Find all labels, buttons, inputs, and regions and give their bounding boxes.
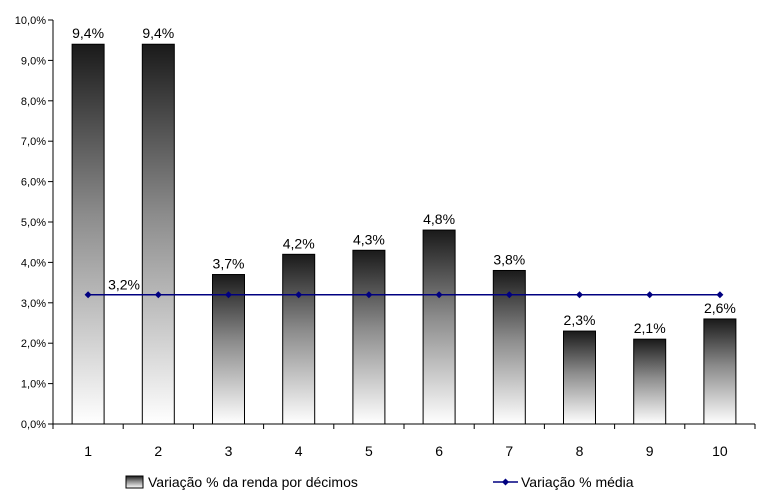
- bar: [141, 43, 175, 425]
- bar-data-label: 4,8%: [423, 211, 455, 227]
- y-tick-label: 8,0%: [21, 96, 46, 108]
- y-axis: 0,0% 1,0% 2,0% 3,0% 4,0% 5,0% 6,0% 7,0% 8,0% 9,0%…: [15, 15, 54, 431]
- average-line-marker: [365, 291, 373, 299]
- average-line-marker: [505, 291, 513, 299]
- average-line-marker: [716, 291, 724, 299]
- bar-data-label: 2,1%: [634, 320, 666, 336]
- bar: [703, 318, 737, 425]
- y-tick-label: 10,0%: [15, 15, 46, 27]
- x-tick-label: 7: [505, 443, 513, 459]
- x-tick-label: 2: [154, 443, 162, 459]
- legend: Variação % da renda por décimos Variação…: [125, 474, 634, 490]
- x-tick-label: 10: [712, 443, 728, 459]
- x-tick-label: 9: [646, 443, 654, 459]
- x-tick-label: 4: [295, 443, 303, 459]
- y-tick-label: 4,0%: [21, 257, 46, 269]
- average-line-marker: [154, 291, 162, 299]
- bar-data-label: 4,3%: [353, 231, 385, 247]
- bar-data-label: 2,3%: [564, 312, 596, 328]
- bar-data-label: 2,6%: [704, 300, 736, 316]
- bar: [71, 43, 105, 425]
- bar-data-label: 4,2%: [283, 235, 315, 251]
- bar-data-label: 3,7%: [213, 256, 245, 272]
- x-tick-label: 5: [365, 443, 373, 459]
- average-line-marker: [225, 291, 232, 299]
- average-line-marker: [646, 291, 654, 299]
- legend-line-marker: [502, 478, 509, 486]
- data-labels: 9,4% 9,4% 3,7% 4,2% 4,3% 4,8% 3,8% 2,3% 2,1% 2,6%…: [72, 25, 736, 336]
- bar: [422, 229, 456, 425]
- bar: [563, 330, 596, 425]
- y-tick-label: 5,0%: [21, 217, 46, 229]
- average-line-marker: [576, 291, 583, 299]
- x-axis: 1 2 3 4 5 6 7 8 9 10: [52, 423, 756, 459]
- average-line-marker: [295, 291, 303, 299]
- bar-data-label: 9,4%: [142, 25, 174, 41]
- legend-bar-swatch: [125, 475, 144, 489]
- bar: [282, 253, 316, 425]
- bar-data-label: 9,4%: [72, 25, 104, 41]
- x-tick-label: 1: [84, 443, 92, 459]
- average-line: [84, 291, 724, 299]
- y-tick-label: 7,0%: [21, 136, 46, 148]
- legend-bar-label: Variação % da renda por décimos: [148, 474, 358, 490]
- y-tick-label: 6,0%: [21, 177, 46, 189]
- average-line-label: 3,2%: [108, 277, 140, 293]
- x-tick-label: 6: [435, 443, 443, 459]
- x-tick-label: 3: [225, 443, 233, 459]
- y-tick-label: 1,0%: [21, 379, 46, 391]
- x-tick-label: 8: [576, 443, 584, 459]
- bar-data-label: 3,8%: [493, 251, 525, 267]
- legend-line-label: Variação % média: [521, 474, 634, 490]
- y-tick-label: 2,0%: [21, 338, 46, 350]
- y-tick-label: 9,0%: [21, 55, 46, 67]
- average-line-marker: [84, 291, 92, 299]
- bars: [71, 43, 737, 425]
- bar: [212, 274, 245, 425]
- bar: [352, 249, 386, 425]
- y-tick-label: 3,0%: [21, 298, 46, 310]
- y-tick-label: 0,0%: [21, 419, 46, 431]
- bar: [633, 338, 667, 425]
- average-line-marker: [435, 291, 443, 299]
